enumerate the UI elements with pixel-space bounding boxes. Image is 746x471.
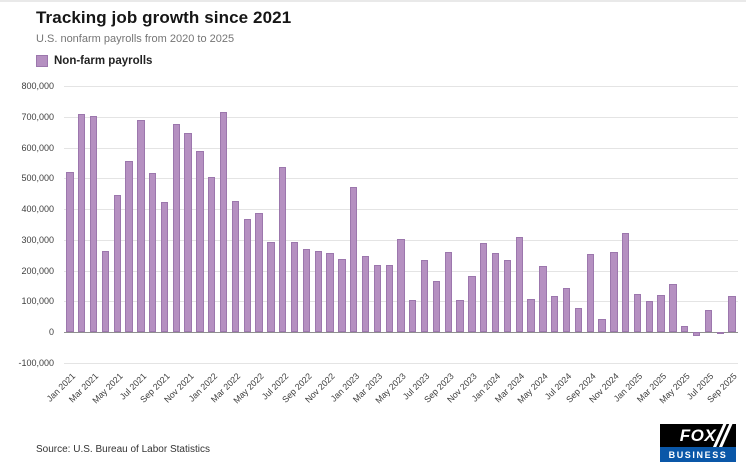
bar-jul-2025 — [704, 310, 713, 333]
y-axis-tick-label: 500,000 — [21, 173, 54, 184]
bar-jul-2024 — [562, 287, 571, 333]
bar-aug-2024 — [574, 308, 583, 333]
bar-apr-2021 — [101, 251, 110, 333]
bar-jan-2021 — [66, 172, 74, 333]
bar-may-2021 — [113, 194, 121, 333]
bar-feb-2025 — [645, 300, 653, 333]
y-axis-tick-label: 0 — [48, 327, 54, 338]
y-axis-tick-label: 800,000 — [21, 81, 54, 91]
bar-sep-2021 — [160, 201, 169, 333]
legend-label: Non-farm payrolls — [54, 55, 153, 67]
fox-logo-black-box: FOX — [660, 424, 736, 447]
bar-nov-2023 — [468, 276, 476, 333]
bar-jan-2023 — [350, 186, 358, 333]
top-divider — [0, 0, 746, 2]
bar-sep-2023 — [444, 251, 452, 333]
bar-oct-2024 — [598, 318, 606, 333]
bar-mar-2024 — [515, 236, 523, 333]
bar-may-2024 — [539, 265, 547, 333]
chart-title: Tracking job growth since 2021 — [36, 8, 292, 27]
bar-may-2023 — [397, 238, 405, 333]
bar-jul-2022 — [279, 166, 287, 333]
y-axis-tick-label: 100,000 — [21, 296, 54, 307]
gridline — [64, 178, 738, 180]
bar-sep-2024 — [586, 253, 594, 333]
bar-dec-2024 — [622, 232, 630, 333]
bar-mar-2022 — [231, 201, 240, 333]
bar-jul-2021 — [137, 120, 145, 333]
bar-jan-2024 — [491, 253, 500, 333]
bar-may-2022 — [255, 213, 263, 333]
bar-jan-2022 — [208, 177, 216, 333]
bar-jun-2022 — [267, 242, 275, 333]
bar-jan-2025 — [633, 293, 642, 333]
bar-aug-2021 — [149, 173, 157, 333]
bar-aug-2025 — [716, 332, 724, 335]
bar-oct-2023 — [456, 299, 464, 333]
gridline — [64, 363, 738, 364]
bar-sep-2025 — [728, 295, 736, 333]
plot-area — [64, 86, 738, 364]
bar-dec-2022 — [338, 258, 346, 333]
fox-logo-text: FOX — [679, 425, 717, 445]
bar-feb-2023 — [361, 255, 370, 333]
bar-mar-2025 — [657, 295, 665, 333]
bar-feb-2021 — [78, 113, 86, 333]
bar-jun-2021 — [125, 160, 133, 333]
bar-jun-2025 — [692, 332, 701, 337]
y-axis-tick-label: 400,000 — [21, 204, 54, 215]
bar-sep-2022 — [302, 249, 311, 333]
bar-aug-2022 — [290, 242, 299, 333]
bar-oct-2022 — [314, 251, 322, 333]
gridline — [64, 116, 738, 118]
fox-logo-business-text: BUSINESS — [660, 447, 736, 462]
bar-jun-2024 — [551, 295, 559, 333]
bar-chart: 800,000 700,000 600,000 500,000 400,000 300,0… — [0, 81, 746, 426]
legend: Non-farm payrolls — [36, 55, 152, 67]
bar-nov-2024 — [610, 251, 618, 333]
bar-nov-2022 — [326, 253, 334, 333]
bar-dec-2023 — [480, 242, 488, 333]
bar-oct-2021 — [172, 123, 180, 333]
source-attribution: Source: U.S. Bureau of Labor Statistics — [36, 444, 210, 455]
bar-may-2025 — [681, 326, 689, 333]
bar-mar-2021 — [89, 115, 98, 333]
fox-business-logo: FOX BUSINESS — [660, 424, 736, 462]
bar-mar-2023 — [373, 265, 381, 333]
y-axis-tick-label: -100,000 — [18, 358, 54, 368]
y-axis-tick-label: 700,000 — [21, 111, 54, 122]
bar-feb-2024 — [503, 259, 512, 333]
zero-baseline — [64, 332, 738, 334]
chart-subtitle: U.S. nonfarm payrolls from 2020 to 2025 — [36, 33, 235, 45]
bar-feb-2022 — [219, 112, 228, 333]
y-axis-tick-label: 200,000 — [21, 265, 54, 276]
gridline — [64, 209, 738, 211]
bar-apr-2022 — [243, 218, 251, 333]
bar-apr-2024 — [527, 298, 535, 333]
legend-swatch — [36, 55, 48, 67]
y-axis: 800,000 700,000 600,000 500,000 400,000 300,0… — [0, 81, 58, 368]
y-axis-tick-label: 600,000 — [21, 142, 54, 153]
bar-jul-2023 — [420, 259, 429, 333]
bar-dec-2021 — [196, 151, 204, 333]
bar-apr-2025 — [669, 283, 677, 333]
x-axis: Jan 2021 Mar 2021 May 2021 Jul 2021 Sep 2021… — [44, 367, 739, 425]
gridline — [64, 86, 738, 87]
bar-jun-2023 — [409, 299, 417, 333]
y-axis-tick-label: 300,000 — [21, 234, 54, 245]
bar-apr-2023 — [385, 265, 393, 333]
bar-aug-2023 — [432, 281, 441, 333]
bar-nov-2021 — [184, 133, 192, 333]
gridline — [64, 147, 738, 149]
